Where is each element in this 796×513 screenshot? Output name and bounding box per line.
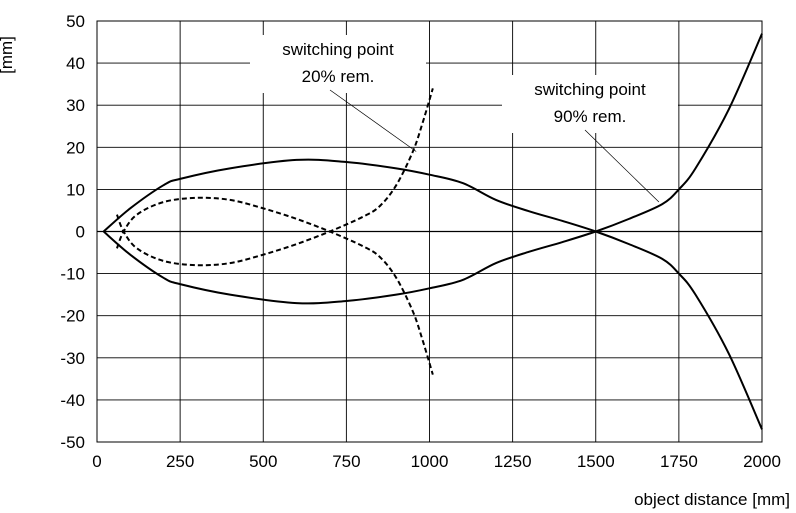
annotation-bg	[502, 75, 678, 133]
series-line-3	[116, 88, 434, 267]
x-tick-label: 1250	[494, 452, 532, 471]
x-tick-label: 2000	[743, 452, 781, 471]
series-line-4	[116, 196, 434, 375]
y-tick-label: 0	[76, 223, 85, 242]
series-group	[102, 33, 763, 430]
annotation-bg	[250, 35, 426, 93]
annotation-text: switching point	[534, 80, 646, 99]
annotation-text: switching point	[282, 40, 394, 59]
y-tick-label: -10	[60, 265, 85, 284]
annotations: switching point 20% rem. switching point 90…	[250, 35, 678, 203]
y-tick-label: 20	[66, 138, 85, 157]
x-axis-label: object distance [mm]	[634, 490, 790, 509]
x-tick-label: 1500	[577, 452, 615, 471]
plot-frame	[96, 20, 763, 443]
annotation-leader	[329, 89, 417, 152]
x-tick-label: 250	[166, 452, 194, 471]
annotation-text: 90% rem.	[554, 107, 627, 126]
y-axis-label: [mm]	[0, 36, 16, 74]
y-tick-label: -40	[60, 391, 85, 410]
y-tick-label: 10	[66, 180, 85, 199]
annotation-text: 20% rem.	[302, 67, 375, 86]
x-tick-label: 1000	[411, 452, 449, 471]
y-tick-label: 30	[66, 96, 85, 115]
y-tick-label: 50	[66, 12, 85, 31]
x-tick-label: 750	[332, 452, 360, 471]
x-tick-label: 0	[92, 452, 101, 471]
x-tick-label: 1750	[660, 452, 698, 471]
annotation-leader	[584, 129, 660, 203]
y-tick-label: -50	[60, 433, 85, 452]
y-tick-label: -20	[60, 307, 85, 326]
y-tick-label: 40	[66, 54, 85, 73]
series-line-1	[102, 158, 763, 430]
x-tick-label: 500	[249, 452, 277, 471]
y-tick-label: -30	[60, 349, 85, 368]
series-line-2	[102, 33, 763, 305]
